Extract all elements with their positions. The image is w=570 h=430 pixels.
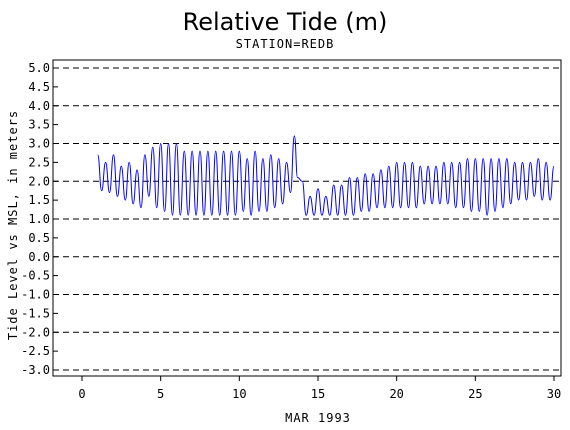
y-tick-label: 0.5 (28, 231, 50, 245)
x-tick-label: 0 (78, 387, 85, 401)
y-tick-label: -1.5 (21, 306, 50, 320)
x-tick-label: 20 (389, 387, 403, 401)
y-tick-label: 2.0 (28, 174, 50, 188)
plot-frame (52, 59, 562, 377)
chart-subtitle: STATION=REDB (236, 37, 335, 51)
x-tick-label: 25 (468, 387, 482, 401)
x-tick-label: 15 (311, 387, 325, 401)
y-tick-label: 1.5 (28, 193, 50, 207)
y-tick-label: 2.5 (28, 155, 50, 169)
y-tick-label: -0.5 (21, 269, 50, 283)
y-tick-label: 0.0 (28, 250, 50, 264)
y-tick-label: 4.5 (28, 80, 50, 94)
y-tick-label: 5.0 (28, 61, 50, 75)
x-tick-label: 5 (157, 387, 164, 401)
x-axis-label: MAR 1993 (285, 411, 351, 425)
y-tick-label: 3.0 (28, 137, 50, 151)
tide-series-line (97, 135, 555, 216)
x-tick-label: 10 (232, 387, 246, 401)
y-tick-label: 4.0 (28, 99, 50, 113)
y-tick-label: 3.5 (28, 118, 50, 132)
y-ticks: 5.0 4.5 4.0 3.5 3.0 2.5 2.0 1.5 1.0 0.5 0.0 -0.5 -1.… (21, 61, 58, 377)
y-tick-label: -2.0 (21, 325, 50, 339)
y-tick-label: 1.0 (28, 212, 50, 226)
x-tick-label: 30 (547, 387, 561, 401)
series-layer (97, 135, 555, 216)
gridlines (53, 67, 561, 371)
x-ticks: 0 5 10 15 20 25 30 (78, 376, 561, 401)
y-axis-label: Tide Level vs MSL, in meters (6, 110, 20, 340)
y-tick-label: -2.5 (21, 344, 50, 358)
y-tick-label: -1.0 (21, 288, 50, 302)
chart-title: Relative Tide (m) (183, 8, 388, 36)
y-tick-label: -3.0 (21, 363, 50, 377)
